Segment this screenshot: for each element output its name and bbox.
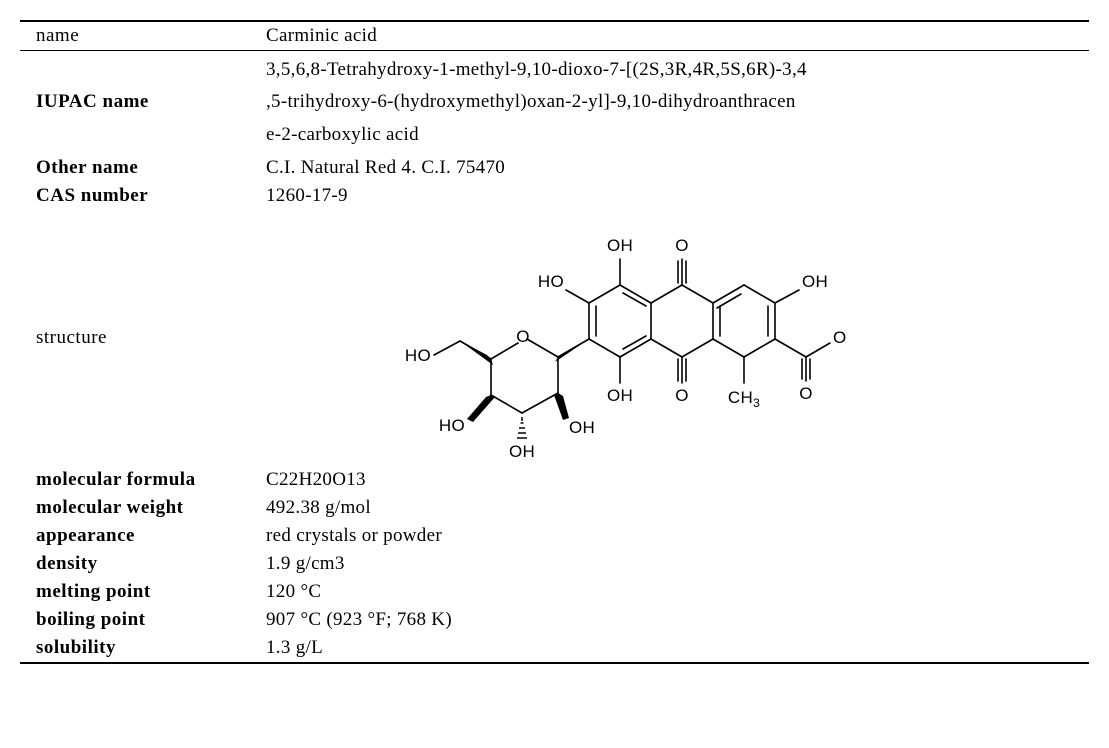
label-ho-4: HO — [439, 416, 465, 435]
row-structure: structure — [20, 210, 1089, 466]
row-appearance: appearance red crystals or powder — [20, 522, 1089, 550]
value-structure: OH O HO OH OH O CH3 O OH O HO HO OH OH — [258, 210, 1089, 466]
label-iupac: IUPAC name — [20, 51, 258, 154]
row-name: name Carminic acid — [20, 21, 1089, 51]
value-formula: C22H20O13 — [258, 466, 1089, 494]
label-solubility: solubility — [20, 634, 258, 663]
label-oh-3: OH — [607, 386, 633, 405]
row-boiling: boiling point 907 °C (923 °F; 768 K) — [20, 606, 1089, 634]
row-weight: molecular weight 492.38 g/mol — [20, 494, 1089, 522]
label-ring-o: O — [516, 327, 530, 346]
row-melting: melting point 120 °C — [20, 578, 1089, 606]
label-cas: CAS number — [20, 182, 258, 210]
label-density: density — [20, 550, 258, 578]
label-o-carboxyl: O — [799, 384, 813, 403]
label-ho-1: HO — [538, 272, 564, 291]
value-solubility: 1.3 g/L — [258, 634, 1089, 663]
row-iupac: IUPAC name 3,5,6,8-Tetrahydroxy-1-methyl… — [20, 51, 1089, 154]
iupac-line-2: ,5-trihydroxy-6-(hydroxymethyl)oxan-2-yl… — [266, 86, 1081, 118]
row-formula: molecular formula C22H20O13 — [20, 466, 1089, 494]
row-cas: CAS number 1260-17-9 — [20, 182, 1089, 210]
row-solubility: solubility 1.3 g/L — [20, 634, 1089, 663]
label-formula: molecular formula — [20, 466, 258, 494]
molecule-diagram: OH O HO OH OH O CH3 O OH O HO HO OH OH — [266, 213, 846, 463]
label-oh-5: OH — [509, 442, 535, 461]
value-appearance: red crystals or powder — [258, 522, 1089, 550]
label-oh-carboxyl: OH — [833, 328, 846, 347]
value-iupac: 3,5,6,8-Tetrahydroxy-1-methyl-9,10-dioxo… — [258, 51, 1089, 154]
label-appearance: appearance — [20, 522, 258, 550]
value-other: C.I. Natural Red 4. C.I. 75470 — [258, 154, 1089, 182]
row-density: density 1.9 g/cm3 — [20, 550, 1089, 578]
properties-table: name Carminic acid IUPAC name 3,5,6,8-Te… — [20, 20, 1089, 664]
value-density: 1.9 g/cm3 — [258, 550, 1089, 578]
label-other: Other name — [20, 154, 258, 182]
label-oh-1: OH — [607, 236, 633, 255]
label-melting: melting point — [20, 578, 258, 606]
value-cas: 1260-17-9 — [258, 182, 1089, 210]
value-weight: 492.38 g/mol — [258, 494, 1089, 522]
label-weight: molecular weight — [20, 494, 258, 522]
label-structure: structure — [20, 210, 258, 466]
label-o-bottom: O — [675, 386, 689, 405]
label-ho-ch2: HO — [405, 346, 431, 365]
row-other: Other name C.I. Natural Red 4. C.I. 7547… — [20, 154, 1089, 182]
label-ch3: CH3 — [728, 388, 760, 410]
label-boiling: boiling point — [20, 606, 258, 634]
label-oh-6: OH — [569, 418, 595, 437]
label-oh-2: OH — [802, 272, 828, 291]
value-melting: 120 °C — [258, 578, 1089, 606]
value-boiling: 907 °C (923 °F; 768 K) — [258, 606, 1089, 634]
value-name: Carminic acid — [258, 21, 1089, 51]
iupac-line-3: e-2-carboxylic acid — [266, 119, 1081, 151]
iupac-line-1: 3,5,6,8-Tetrahydroxy-1-methyl-9,10-dioxo… — [266, 54, 1081, 86]
label-o-top: O — [675, 236, 689, 255]
label-name: name — [20, 21, 258, 51]
